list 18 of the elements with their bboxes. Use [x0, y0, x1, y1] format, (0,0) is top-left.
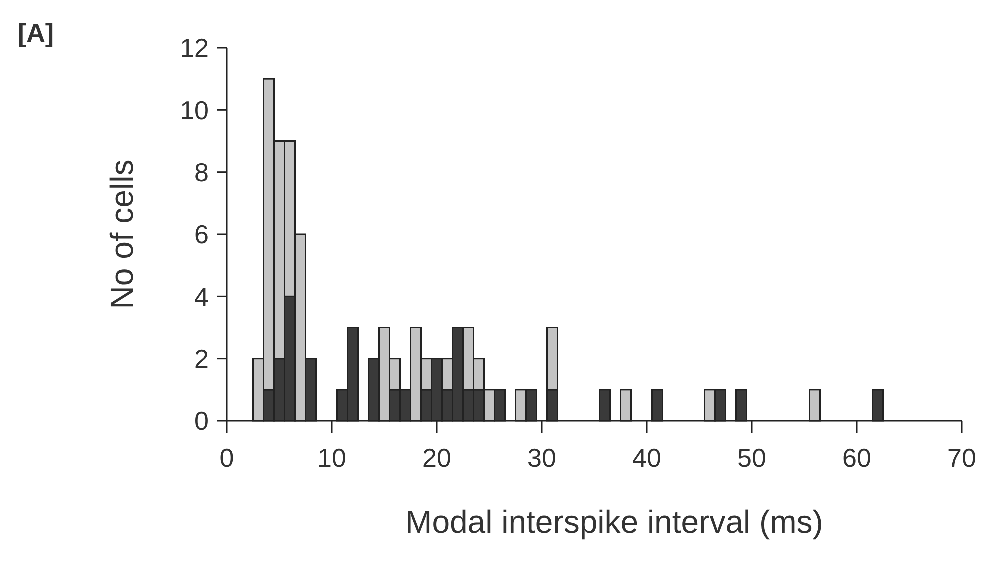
- x-tick-label: 20: [422, 443, 452, 473]
- y-tick-label: 8: [194, 157, 209, 188]
- x-tick-label: 30: [528, 443, 556, 473]
- y-tick-label: 2: [194, 344, 209, 374]
- x-tick-label: 70: [948, 443, 976, 473]
- x-tick-label: 0: [220, 443, 234, 473]
- y-tick-label: 6: [194, 220, 209, 250]
- chart-title: [A]: [18, 18, 54, 48]
- x-tick-label: 40: [632, 443, 662, 473]
- y-tick-label: 4: [194, 282, 209, 312]
- y-tick-label: 12: [180, 33, 209, 64]
- y-axis-title: No of cells: [104, 160, 140, 310]
- y-tick-label: 0: [194, 406, 209, 436]
- y-tick-label: 10: [180, 95, 209, 126]
- x-tick-label: 60: [842, 443, 872, 473]
- x-tick-label: 10: [318, 443, 346, 473]
- x-tick-label: 50: [738, 443, 766, 473]
- x-axis-title: Modal interspike interval (ms): [406, 504, 824, 540]
